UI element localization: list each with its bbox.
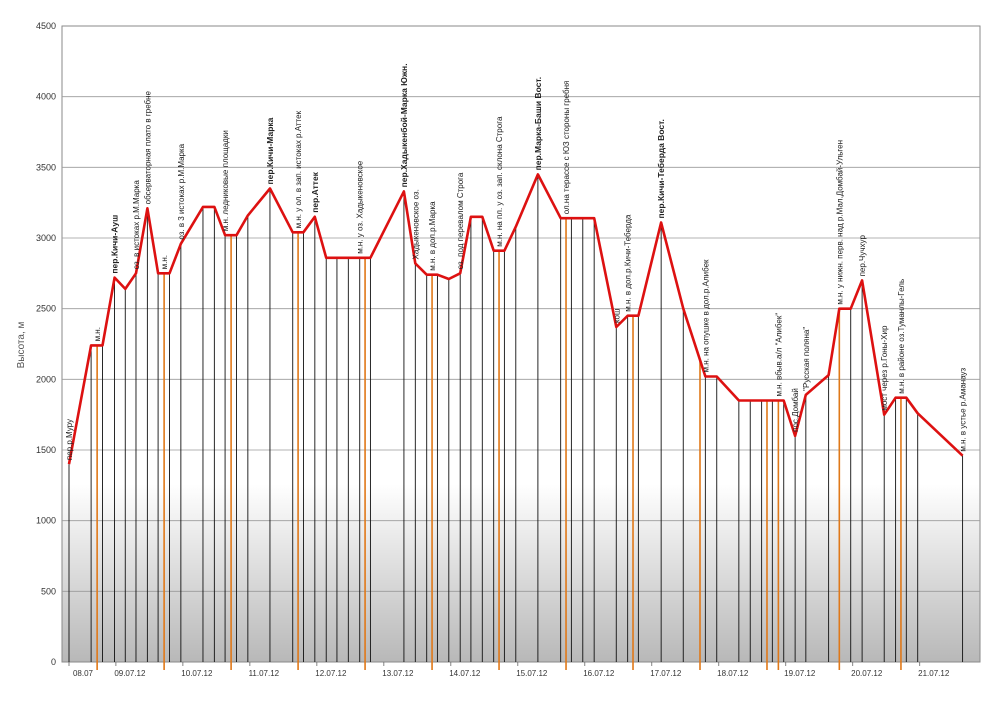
annotation-label: пос.Домбай: [791, 388, 800, 432]
annotation-label: м.н. ледниковые площадки: [221, 130, 230, 231]
annotation-label: м.н. в дол.р.Марка: [428, 201, 437, 271]
annotation-label: м.н. на пл. у оз. зап. склона Строга: [495, 116, 504, 247]
annotation-label: м.н.: [160, 255, 169, 269]
annotation-label: м.н. у ол. в зап. истоках р.Аттек: [294, 110, 303, 228]
annotation-label: пер.р.Муру: [65, 419, 74, 460]
x-tick-label: 20.07.12: [851, 669, 883, 678]
y-tick-label: 1500: [36, 445, 56, 455]
annotation-label: ол.на терассе с ЮЗ стороны гребня: [562, 81, 571, 215]
x-tick-label: 10.07.12: [181, 669, 213, 678]
x-tick-label: 21.07.12: [918, 669, 950, 678]
annotation-label: пер.Кичи-Марка: [265, 117, 275, 184]
y-tick-label: 4000: [36, 92, 56, 102]
plot-area: [61, 25, 981, 663]
grid-lines: [62, 96, 980, 592]
annotation-label: оз. в 3 истоках р.М.Марка: [177, 143, 186, 239]
annotation-label: кош: [612, 309, 621, 323]
annotation-label: пер.Марка-Баши Вост.: [533, 77, 543, 171]
annotation-label: оз. под перевалом Строга: [456, 172, 465, 269]
x-tick-label: 08.07: [73, 669, 94, 678]
x-tick-label: 12.07.12: [315, 669, 347, 678]
y-axis-label: Высота, м: [16, 321, 27, 368]
annotation-label: Хадыкеновское оз.: [411, 189, 420, 259]
annotation-label: пер.Хадыкенбой-Марка Южн.: [399, 63, 409, 187]
annotation-label: м.н. на опушке в дол.р.Алибек: [701, 259, 710, 373]
annotation-label: мост через р.Гоны-Хир: [880, 325, 889, 411]
annotation-label: м.н. у оз. Хадыкеновское: [356, 160, 365, 254]
x-tick-label: 11.07.12: [249, 669, 280, 678]
annotation-label: пер.Аттек: [310, 171, 320, 212]
series-path: [67, 173, 964, 465]
x-tick-label: 19.07.12: [784, 669, 816, 678]
drop-lines: [68, 174, 964, 662]
camp-markers: [96, 218, 902, 670]
y-axis-ticks: 0 500 1000 1500 2000 2500 3000 3500 4000 4500: [36, 21, 56, 667]
annotations: пер.р.Муру м.н. пер.Кичи-Ауш оз. в истоках …: [65, 63, 968, 460]
annotation-label: обсерваторная плато в гребне: [143, 90, 152, 204]
annotation-label: м.н. в дол.р.Кичи-Теберда: [624, 214, 633, 312]
y-tick-label: 1000: [36, 516, 56, 526]
x-tick-label: 13.07.12: [382, 669, 414, 678]
y-tick-label: 4500: [36, 21, 56, 31]
x-axis-ticks: 08.07 09.07.12 10.07.12 11.07.12 12.07.12 13.…: [68, 662, 950, 678]
x-tick-label: 14.07.12: [449, 669, 481, 678]
series-line: [67, 173, 964, 465]
x-tick-label: 16.07.12: [583, 669, 615, 678]
annotation-label: м.н. у нижн. перв. над р.Мал.Домбай-Ульг…: [835, 140, 844, 305]
x-tick-label: 17.07.12: [650, 669, 682, 678]
y-tick-label: 3000: [36, 233, 56, 243]
y-tick-label: 2000: [36, 374, 56, 384]
annotation-label: пер.Чучхур: [858, 235, 867, 277]
annotation-label: пер.Кичи-Ауш: [110, 215, 120, 274]
x-tick-label: 09.07.12: [114, 669, 146, 678]
annotation-label: пер.Кичи-Теберда Вост.: [656, 119, 666, 218]
annotation-label: м.н. в районе оз.Туманлы-Гель: [897, 279, 906, 394]
y-tick-label: 500: [41, 586, 56, 596]
annotation-label: м.н. в устье р.Аманауз: [959, 367, 968, 451]
y-tick-label: 0: [51, 657, 56, 667]
annotation-label: м.н. вбыв.а/л "Алибек": [774, 313, 783, 397]
x-tick-label: 18.07.12: [717, 669, 749, 678]
annotation-label: оз. в истоках р.М.Марка: [132, 180, 141, 270]
annotation-label: м.н.: [93, 327, 102, 341]
annotation-label: "Русская поляна": [802, 327, 811, 391]
y-tick-label: 3500: [36, 162, 56, 172]
x-tick-label: 15.07.12: [516, 669, 548, 678]
y-tick-label: 2500: [36, 304, 56, 314]
